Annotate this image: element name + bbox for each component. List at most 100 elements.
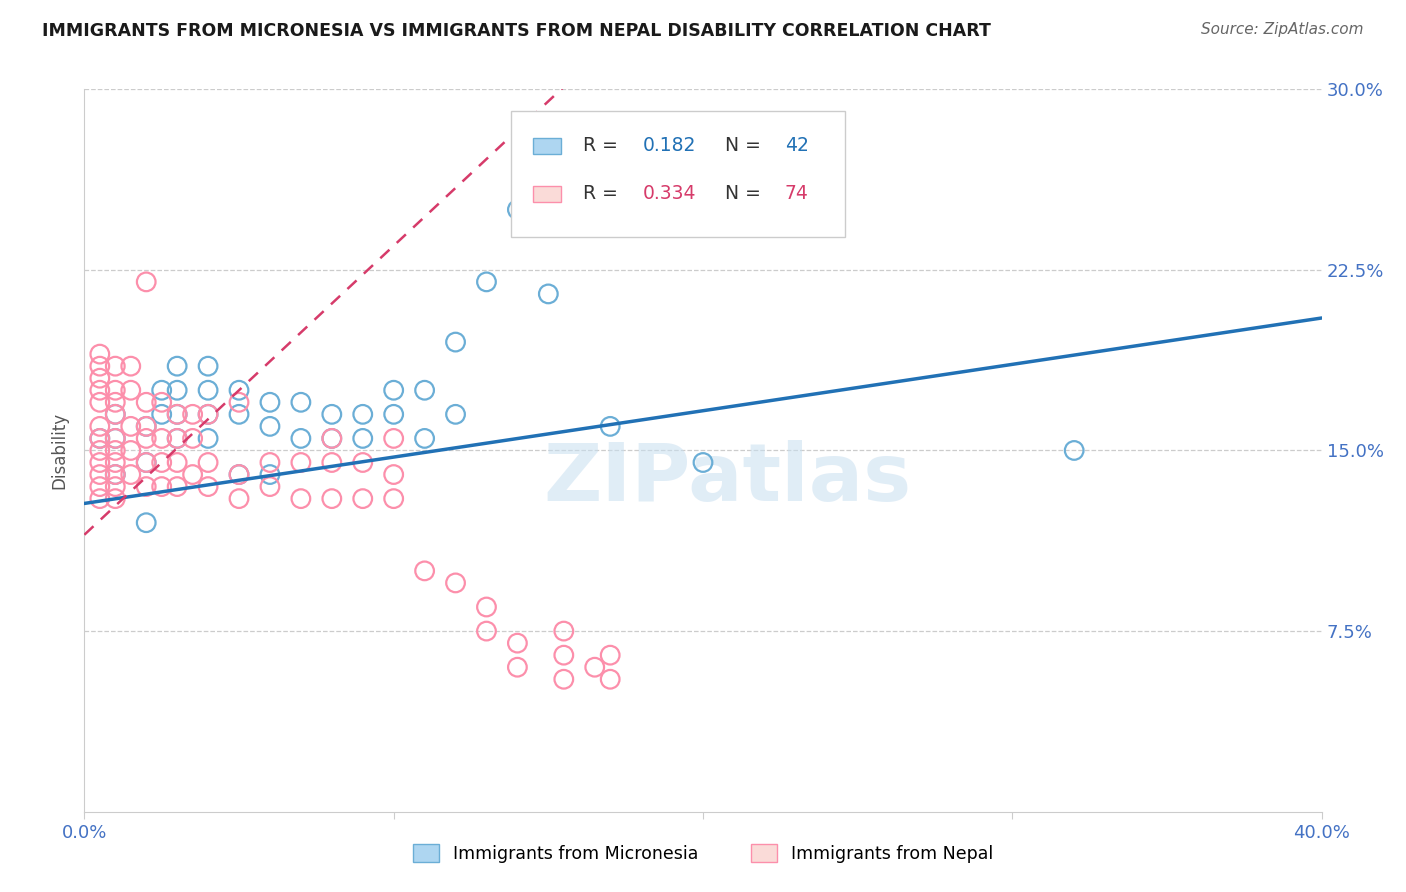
Point [413,564,436,578]
Point [506,660,529,674]
Point [104,443,127,458]
Point [89,359,111,373]
Point [382,407,405,421]
Point [197,431,219,445]
Point [166,455,188,469]
Point [553,624,575,639]
Point [382,491,405,506]
Point [259,455,281,469]
FancyBboxPatch shape [512,111,845,237]
Point [475,275,498,289]
Point [181,431,204,445]
Text: R =: R = [583,136,624,155]
Point [352,407,374,421]
Point [444,576,467,591]
Point [89,419,111,434]
Point [197,359,219,373]
Text: N =: N = [725,136,768,155]
Point [599,648,621,662]
Point [290,455,312,469]
Point [181,407,204,421]
Point [135,455,157,469]
Point [599,673,621,687]
Text: 42: 42 [785,136,808,155]
Point [352,491,374,506]
Point [321,431,343,445]
Point [89,443,111,458]
Point [321,407,343,421]
Text: 0.182: 0.182 [643,136,696,155]
Point [120,443,142,458]
Point [104,467,127,482]
Point [104,455,127,469]
Legend: Immigrants from Micronesia, Immigrants from Nepal: Immigrants from Micronesia, Immigrants f… [406,838,1000,870]
Point [150,480,173,494]
Point [259,480,281,494]
Point [104,384,127,398]
Text: Source: ZipAtlas.com: Source: ZipAtlas.com [1201,22,1364,37]
Point [89,371,111,385]
Point [135,419,157,434]
Text: IMMIGRANTS FROM MICRONESIA VS IMMIGRANTS FROM NEPAL DISABILITY CORRELATION CHART: IMMIGRANTS FROM MICRONESIA VS IMMIGRANTS… [42,22,991,40]
Point [166,407,188,421]
Y-axis label: Disability: Disability [51,412,69,489]
Text: 0.334: 0.334 [643,185,696,203]
Point [692,455,714,469]
Point [1063,443,1085,458]
Point [290,431,312,445]
Point [135,419,157,434]
Point [506,202,529,217]
Text: 74: 74 [785,185,808,203]
Text: ZIPatlas: ZIPatlas [544,441,912,518]
Point [120,359,142,373]
Point [89,347,111,361]
Point [583,660,606,674]
Point [352,455,374,469]
Point [382,431,405,445]
Text: R =: R = [583,185,624,203]
Point [228,491,250,506]
Point [150,407,173,421]
Point [104,407,127,421]
Point [197,455,219,469]
Point [413,384,436,398]
Point [150,384,173,398]
Point [104,480,127,494]
Point [537,286,560,301]
Point [228,407,250,421]
Point [321,431,343,445]
Point [120,419,142,434]
Point [150,455,173,469]
Point [135,275,157,289]
Point [120,384,142,398]
Point [537,214,560,228]
Point [259,419,281,434]
Point [150,431,173,445]
Point [104,431,127,445]
Point [382,384,405,398]
Point [166,480,188,494]
Point [89,455,111,469]
Point [321,455,343,469]
Point [150,395,173,409]
Point [166,431,188,445]
Point [104,407,127,421]
Point [89,480,111,494]
Point [166,431,188,445]
Point [135,395,157,409]
Text: N =: N = [725,185,768,203]
Point [475,599,498,614]
Point [89,431,111,445]
Point [181,467,204,482]
Point [166,359,188,373]
Point [104,359,127,373]
Point [321,491,343,506]
Point [506,636,529,650]
Point [553,648,575,662]
Point [166,384,188,398]
Point [89,384,111,398]
Point [413,431,436,445]
Point [197,384,219,398]
Point [89,491,111,506]
Point [166,407,188,421]
